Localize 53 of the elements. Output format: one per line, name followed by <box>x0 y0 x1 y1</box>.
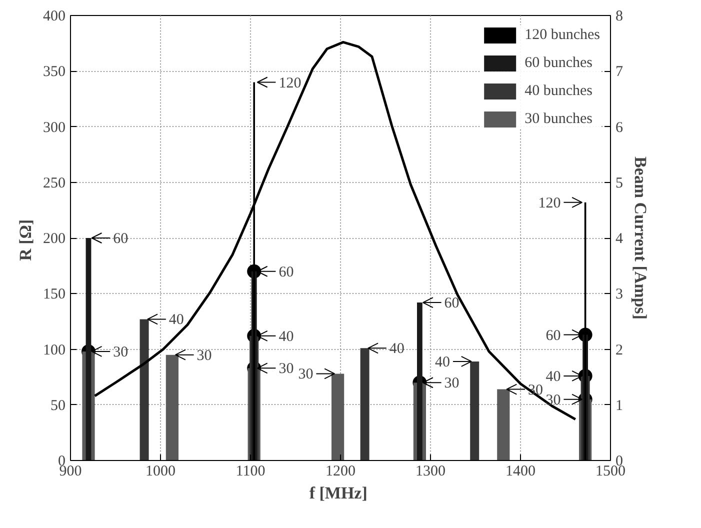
y2-tick-label: 3 <box>616 286 623 303</box>
annotation: 60 <box>278 264 294 280</box>
annotation: 60 <box>113 231 128 247</box>
annotation: 30 <box>196 348 212 364</box>
annotation: 30 <box>278 361 294 378</box>
y-tick-label: 250 <box>43 175 66 192</box>
y-tick-label: 300 <box>43 120 66 136</box>
y-axis-title: R [Ω] <box>16 219 35 261</box>
y2-tick-label: 8 <box>616 8 623 24</box>
annotation: 30 <box>298 366 314 383</box>
bar <box>140 319 149 460</box>
annotation: 40 <box>546 368 561 385</box>
legend-label: 60 bunches <box>524 54 592 72</box>
y-tick-label: 350 <box>43 64 66 80</box>
annotation: 120 <box>278 75 302 92</box>
legend-label: 30 bunches <box>524 110 592 128</box>
y2-tick-label: 6 <box>616 120 624 136</box>
legend-label: 120 bunches <box>524 26 600 44</box>
x-tick-label: 1100 <box>236 464 266 480</box>
annotation: 40 <box>278 328 294 345</box>
annotation: 40 <box>168 312 184 328</box>
y-tick-label: 200 <box>43 231 66 247</box>
y-tick-label: 50 <box>50 398 66 414</box>
y2-tick-label: 7 <box>616 64 624 80</box>
x-axis-title: f [MHz] <box>309 484 368 502</box>
x-tick-label: 1200 <box>326 464 356 480</box>
bar <box>360 348 370 460</box>
bar <box>166 354 178 460</box>
y2-tick-label: 1 <box>616 398 623 414</box>
annotation: 60 <box>444 296 460 312</box>
y-tick-label: 150 <box>43 286 66 303</box>
x-tick-label: 1300 <box>416 464 446 480</box>
y2-axis-title: Beam Current [Amps] <box>631 156 650 320</box>
annotation: 120 <box>538 195 561 212</box>
annotation: 30 <box>444 376 460 392</box>
annotation: 30 <box>113 344 128 360</box>
y-tick-label: 100 <box>43 342 66 358</box>
bar <box>470 361 480 460</box>
bar <box>86 238 92 460</box>
y2-tick-label: 2 <box>616 342 623 358</box>
y2-tick-label: 4 <box>616 231 624 247</box>
annotation: 60 <box>546 328 561 344</box>
annotation: 40 <box>389 341 404 358</box>
x-tick-label: 1400 <box>506 464 536 480</box>
legend-label: 40 bunches <box>524 82 592 100</box>
bar <box>497 389 510 460</box>
y2-tick-label: 5 <box>616 175 623 192</box>
y-tick-label: 400 <box>43 8 66 24</box>
annotation: 40 <box>435 354 450 370</box>
x-tick-label: 1000 <box>146 464 176 480</box>
annotation: 30 <box>546 392 561 408</box>
bar <box>332 374 344 460</box>
bar <box>417 302 422 460</box>
